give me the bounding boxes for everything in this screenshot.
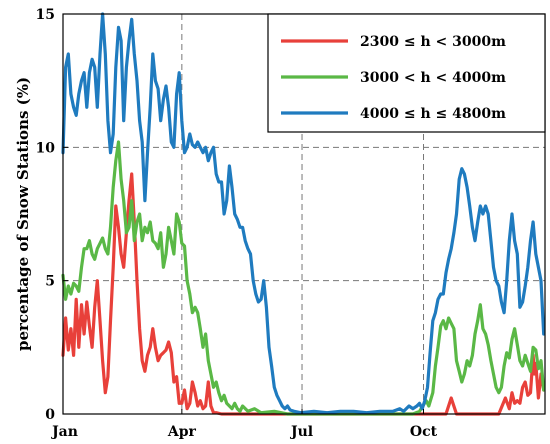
legend-label: 3000 < h < 4000m — [360, 70, 506, 86]
x-tick-label: Jan — [50, 424, 78, 440]
y-axis-label: percentage of Snow Stations (%) — [14, 77, 32, 351]
legend: 2300 ≤ h < 3000m 3000 < h < 4000m 4000 ≤ h… — [267, 13, 546, 133]
series-line-2 — [61, 140, 546, 416]
x-tick-label: Apr — [167, 424, 197, 440]
series-layer — [61, 12, 546, 416]
legend-label: 2300 ≤ h < 3000m — [360, 34, 506, 50]
y-tick-label: 10 — [36, 140, 56, 156]
axis-ticks: Jan Apr Jul Oct 0 5 10 15 — [36, 7, 438, 440]
series-line-3 — [61, 12, 546, 415]
legend-box — [267, 13, 546, 133]
series-line-1 — [61, 172, 546, 416]
x-tick-label: Jul — [289, 424, 313, 440]
legend-label: 4000 ≤ h ≤ 4800m — [360, 106, 506, 122]
y-tick-label: 15 — [36, 7, 55, 23]
y-tick-label: 5 — [45, 274, 55, 290]
y-tick-label: 0 — [45, 407, 55, 423]
x-tick-label: Oct — [410, 424, 438, 440]
